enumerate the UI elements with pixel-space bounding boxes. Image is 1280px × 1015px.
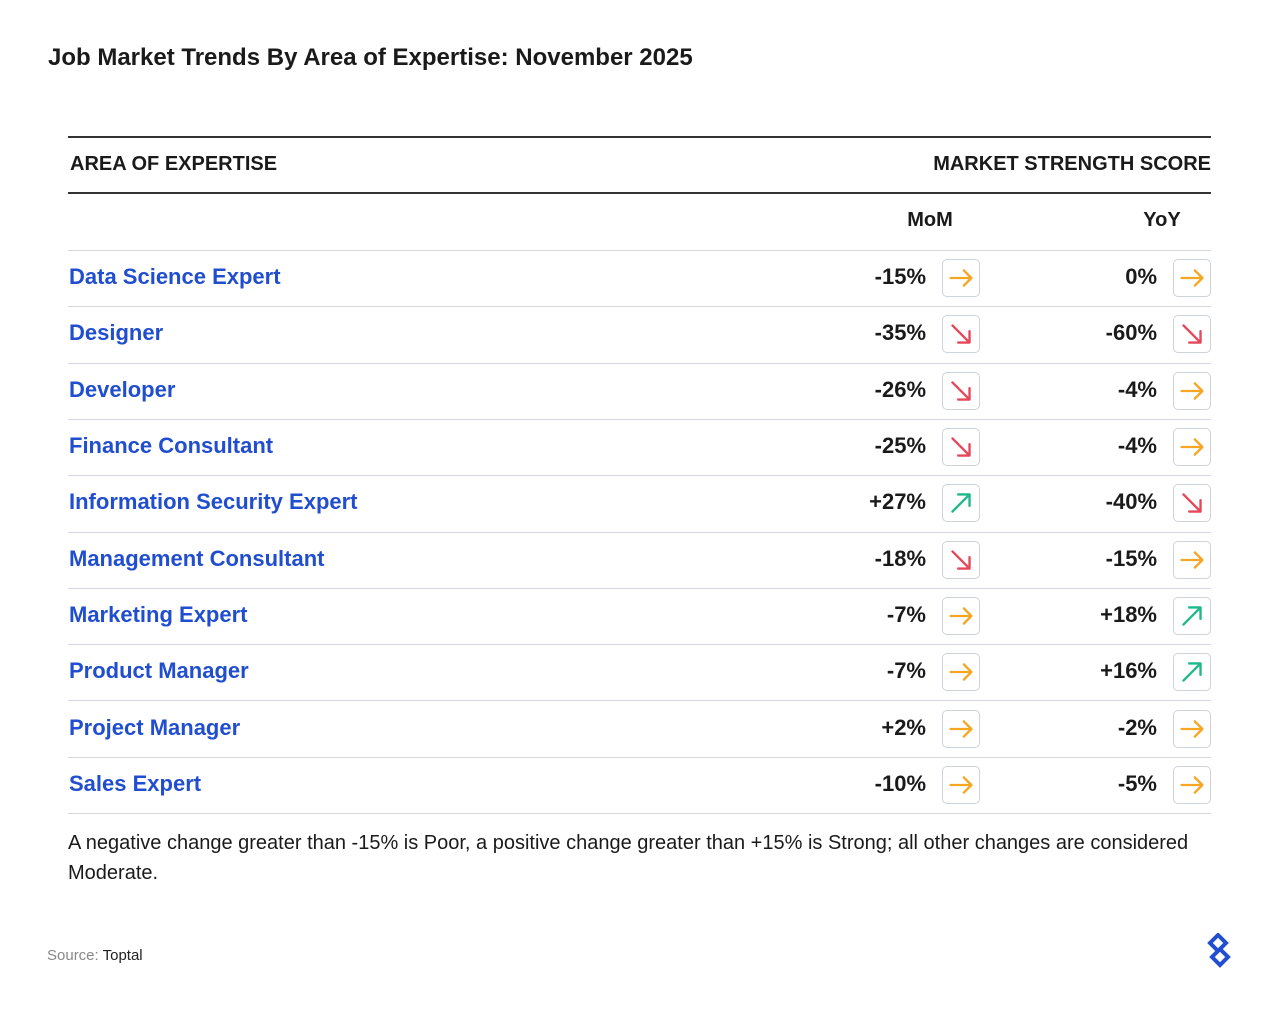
area-link: Marketing Expert [69, 601, 248, 627]
trend-icon [1173, 371, 1211, 410]
arrow [1182, 662, 1202, 682]
trend-icon [1173, 259, 1211, 298]
trend-icon [1173, 315, 1211, 354]
rule [68, 306, 1211, 308]
arrow [1182, 493, 1202, 514]
area-link: Product Manager [69, 658, 249, 684]
footnote: A negative change greater than -15% is P… [68, 832, 1189, 884]
arrow [951, 437, 971, 457]
mom-value: -7% [886, 658, 926, 684]
mom-value: -35% [874, 320, 926, 346]
yoy-value: 0% [1125, 264, 1157, 290]
yoy-value: -15% [1105, 545, 1157, 571]
mom-value: +27% [869, 489, 926, 515]
trend-icon [1173, 765, 1211, 804]
area-link: Management Consultant [69, 545, 325, 571]
rule [68, 418, 1211, 420]
mom-value: -10% [874, 770, 926, 796]
trend-icon [942, 540, 980, 579]
yoy-value: -4% [1117, 376, 1157, 402]
trend-icon [942, 259, 980, 298]
arrow [951, 493, 971, 514]
trend-icon [1173, 596, 1211, 635]
arrow [949, 719, 973, 738]
logo [1207, 933, 1231, 968]
area-link: Designer [69, 320, 164, 346]
arrow [1180, 776, 1204, 794]
rule [68, 531, 1211, 533]
trend-icon [942, 315, 980, 354]
mom-value: -18% [874, 545, 926, 571]
source-label: Source: [47, 947, 99, 964]
mom-value: -15% [874, 264, 926, 290]
arrow [1180, 269, 1204, 287]
trend-icon [942, 371, 980, 410]
trend-icon [942, 653, 980, 692]
trend-icon [1173, 540, 1211, 579]
trend-icon [1173, 484, 1211, 523]
rule [68, 644, 1211, 646]
rule [68, 813, 1211, 814]
arrow [1180, 438, 1204, 456]
column-header: YoY [1143, 209, 1181, 231]
trend-icon [942, 596, 980, 635]
mom-value: +2% [881, 714, 926, 740]
source: Source: Toptal [47, 947, 143, 964]
mom-value: -25% [874, 433, 926, 459]
yoy-value: -40% [1105, 489, 1157, 515]
column-header: MARKET STRENGTH SCORE [933, 153, 1211, 175]
area-link: Finance Consultant [69, 433, 274, 459]
trend-icon [942, 709, 980, 748]
trend-icon [942, 484, 980, 523]
trend-icon [942, 428, 980, 467]
area-link: Project Manager [69, 714, 241, 740]
yoy-value: -4% [1117, 433, 1157, 459]
rule [68, 756, 1211, 758]
arrow [949, 776, 973, 794]
arrow [951, 549, 971, 570]
trend-icon [1173, 428, 1211, 467]
trend-icon [1173, 653, 1211, 692]
rule [68, 362, 1211, 364]
mom-value: -26% [874, 376, 926, 402]
source-name: Toptal [102, 947, 143, 964]
rule [68, 192, 1211, 194]
arrow [1180, 550, 1204, 569]
arrow [949, 269, 973, 287]
arrow [1182, 324, 1202, 345]
yoy-value: -2% [1117, 714, 1157, 740]
title: Job Market Trends By Area of Expertise: … [48, 44, 693, 71]
trend-icon [942, 765, 980, 804]
area-link: Developer [69, 376, 176, 402]
area-link: Sales Expert [69, 770, 202, 796]
arrow [951, 324, 971, 345]
rule [68, 250, 1211, 251]
arrow [949, 607, 973, 625]
arrow [1180, 719, 1204, 738]
area-link: Information Security Expert [69, 489, 358, 515]
rule [68, 587, 1211, 589]
arrow [1180, 381, 1204, 400]
arrow [1182, 606, 1202, 626]
mom-value: -7% [886, 601, 926, 627]
yoy-value: -60% [1105, 320, 1157, 346]
rule [68, 700, 1211, 702]
arrow [951, 381, 971, 401]
yoy-value: -5% [1117, 770, 1157, 796]
yoy-value: +18% [1100, 601, 1157, 627]
arrow [949, 663, 973, 682]
rule [68, 136, 1211, 138]
trend-icon [1173, 709, 1211, 748]
column-header: AREA OF EXPERTISE [70, 153, 278, 175]
rule [68, 475, 1211, 477]
yoy-value: +16% [1100, 658, 1157, 684]
column-header: MoM [907, 209, 953, 231]
area-link: Data Science Expert [69, 264, 281, 290]
